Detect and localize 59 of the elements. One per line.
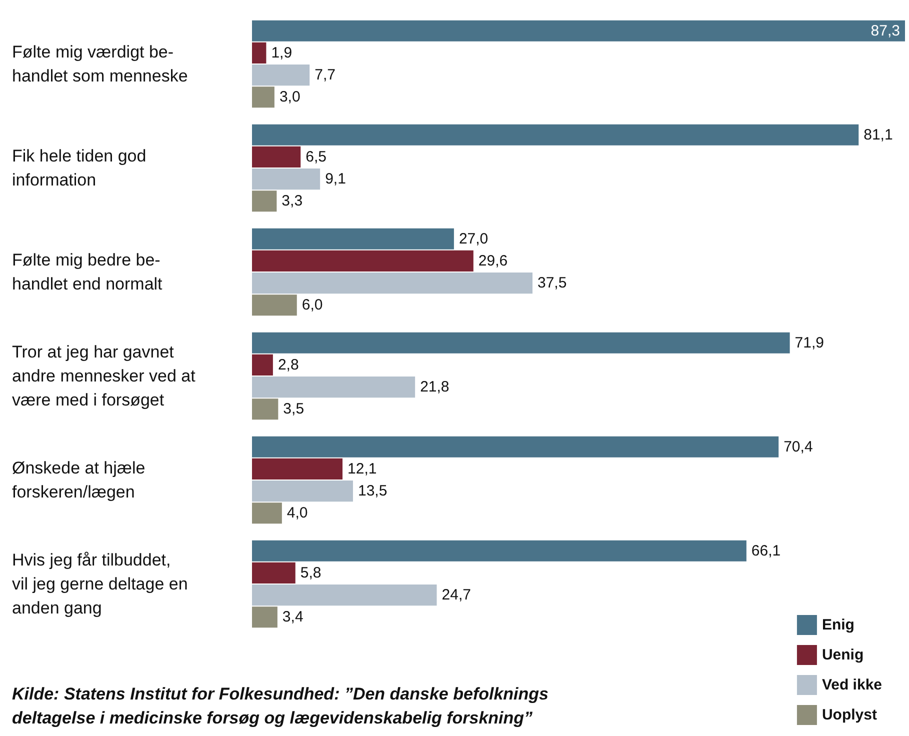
bar bbox=[252, 480, 353, 502]
bar bbox=[252, 250, 474, 272]
bar bbox=[252, 190, 277, 212]
y-tick-label: Følte mig bedre be- handlet end normalt bbox=[12, 250, 163, 294]
data-label: 21,8 bbox=[420, 378, 450, 396]
bar bbox=[252, 272, 532, 294]
bar bbox=[252, 398, 278, 420]
bar bbox=[252, 502, 282, 524]
y-tick-label: Ønskede at hjæle forskeren/lægen bbox=[12, 458, 146, 502]
bar bbox=[252, 42, 266, 64]
data-label: 66,1 bbox=[751, 542, 781, 560]
y-tick-label: Hvis jeg får tilbuddet, vil jeg gerne deltage en anden gang bbox=[12, 550, 188, 618]
data-label: 81,1 bbox=[864, 126, 893, 144]
bar bbox=[252, 228, 454, 250]
data-label: 3,4 bbox=[282, 608, 304, 626]
data-label: 12,1 bbox=[348, 460, 377, 478]
legend-label: Uenig bbox=[822, 646, 864, 664]
bar bbox=[252, 584, 437, 606]
bar bbox=[252, 376, 416, 398]
bar bbox=[252, 64, 310, 86]
y-tick-label: Tror at jeg har gavnet andre mennesker ved at være med i forsøget bbox=[12, 342, 196, 410]
bar bbox=[252, 606, 278, 628]
bar bbox=[252, 436, 779, 458]
data-label: 37,5 bbox=[538, 274, 567, 292]
data-label: 1,9 bbox=[271, 44, 292, 62]
bar bbox=[252, 562, 296, 584]
data-label: 2,8 bbox=[278, 356, 299, 374]
data-label: 87,3 bbox=[870, 22, 900, 40]
data-label: 5,8 bbox=[300, 564, 322, 582]
data-label: 6,0 bbox=[302, 296, 323, 314]
y-tick-label: Fik hele tiden god information bbox=[12, 146, 146, 190]
bar bbox=[252, 354, 273, 376]
bar bbox=[252, 146, 301, 168]
data-label: 6,5 bbox=[306, 148, 326, 166]
data-label: 70,4 bbox=[784, 438, 813, 456]
legend-label: Enig bbox=[822, 616, 854, 634]
data-label: 29,6 bbox=[478, 252, 508, 270]
bar bbox=[252, 124, 859, 146]
data-label: 24,7 bbox=[442, 586, 471, 604]
legend-label: Ved ikke bbox=[822, 676, 882, 694]
data-label: 4,0 bbox=[286, 504, 308, 522]
data-label: 3,0 bbox=[279, 88, 300, 106]
legend-label: Uoplyst bbox=[822, 706, 877, 724]
y-tick-label: Følte mig værdigt be- handlet som menneske bbox=[12, 42, 188, 86]
bar bbox=[252, 20, 905, 42]
bar bbox=[252, 168, 320, 190]
data-label: 13,5 bbox=[358, 482, 388, 500]
data-label: 7,7 bbox=[314, 66, 336, 84]
bar bbox=[252, 540, 746, 562]
data-label: 27,0 bbox=[458, 230, 488, 248]
data-label: 9,1 bbox=[325, 170, 346, 188]
data-label: 3,3 bbox=[282, 192, 303, 210]
data-label: 71,9 bbox=[794, 334, 824, 352]
data-label: 3,5 bbox=[283, 400, 304, 418]
text: Kilde: Statens Institut for Folkesundhed: ”Den danske befolknings deltagelse i medicinske forsøg og lægevidenskabelig forskning” bbox=[12, 684, 548, 728]
bar bbox=[252, 86, 274, 108]
bar bbox=[252, 458, 343, 480]
bar bbox=[252, 332, 790, 354]
bar bbox=[252, 294, 297, 316]
